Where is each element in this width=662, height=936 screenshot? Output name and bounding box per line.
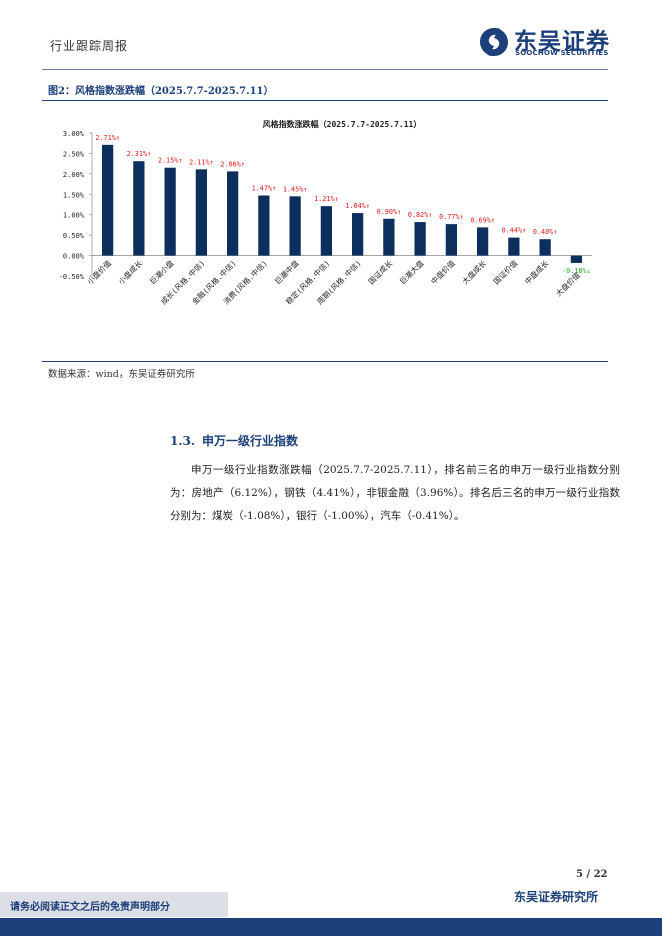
data-label: 0.69%↑ (470, 216, 495, 224)
x-category-label: 巨潮中盘 (272, 258, 301, 287)
footer-institute: 东吴证券研究所 (514, 890, 599, 904)
section-body-paragraph: 申万一级行业指数涨跌幅（2025.7.7-2025.7.11），排名前三名的申万… (170, 464, 620, 522)
bar (258, 195, 270, 256)
x-category-label: 巨潮大盘 (397, 258, 426, 287)
company-logo: 东吴证券 SOOCHOW SECURITIES (478, 24, 618, 60)
page-number: 5 / 22 (576, 869, 608, 880)
bar (164, 167, 176, 256)
bar (383, 218, 395, 256)
data-label: 0.40%↑ (533, 228, 558, 236)
logo-english-name: SOOCHOW SECURITIES (515, 49, 609, 57)
data-label: 1.47%↑ (252, 185, 277, 193)
data-label: 2.31%↑ (127, 150, 152, 158)
bar (352, 213, 364, 256)
disclaimer-text: 请务必阅读正文之后的免责声明部分 (10, 902, 170, 913)
y-tick-label: 3.00% (63, 130, 85, 138)
x-category-label: 中盘成长 (522, 258, 551, 287)
bar (445, 224, 457, 256)
bar (477, 227, 489, 256)
data-label: 2.11%↑ (189, 158, 214, 166)
figure-bottom-divider (42, 361, 608, 362)
figure-source: 数据来源：wind，东吴证券研究所 (48, 369, 195, 380)
x-category-label: 国证成长 (366, 258, 395, 287)
report-type-label: 行业跟踪周报 (50, 39, 129, 53)
bar (414, 222, 426, 256)
bar (133, 161, 145, 256)
data-label: 0.90%↑ (377, 208, 402, 216)
section-heading: 1.3. 申万一级行业指数 (170, 432, 298, 449)
y-tick-label: 1.00% (63, 212, 85, 220)
data-label: 2.71%↑ (95, 134, 120, 142)
x-category-label: 中盘价值 (429, 258, 458, 287)
y-tick-label: 1.50% (63, 191, 85, 199)
bar (195, 169, 207, 256)
data-label: 0.44%↑ (502, 227, 527, 235)
data-label: 1.04%↑ (345, 202, 370, 210)
data-label: 0.82%↑ (408, 211, 433, 219)
figure-top-divider (42, 100, 608, 101)
y-tick-label: 0.00% (63, 253, 85, 261)
data-label: 2.06%↑ (220, 160, 245, 168)
y-tick-label: -0.50% (59, 273, 85, 281)
bar (539, 239, 551, 256)
x-category-label: 小盘价值 (85, 258, 114, 287)
bar (102, 144, 114, 256)
y-tick-label: 2.00% (63, 171, 85, 179)
x-category-label: 小盘成长 (116, 258, 145, 287)
x-category-label: 大盘成长 (460, 258, 489, 287)
bar (320, 206, 332, 256)
data-label: 1.21%↑ (314, 195, 339, 203)
x-category-label: 国证价值 (491, 258, 520, 287)
data-label: -0.18%↓ (562, 267, 591, 275)
logo-chinese-name: 东吴证券 (514, 29, 610, 55)
bar (570, 255, 582, 263)
data-label: 1.45%↑ (283, 185, 308, 193)
section-title: 申万一级行业指数 (202, 434, 299, 448)
section-number: 1.3. (170, 434, 196, 448)
chart-title: 风格指数涨跌幅（2025.7.7-2025.7.11） (263, 119, 422, 129)
soochow-logo-icon (480, 28, 508, 56)
header-divider (42, 69, 608, 70)
footer-band (0, 918, 662, 936)
x-category-label: 巨潮小盘 (147, 258, 176, 287)
data-label: 0.77%↑ (439, 213, 464, 221)
disclaimer-banner: 请务必阅读正文之后的免责声明部分 (0, 892, 228, 917)
bar (227, 171, 239, 256)
bar (508, 237, 520, 256)
bar (289, 196, 301, 256)
data-label: 2.15%↑ (158, 157, 183, 165)
style-index-bar-chart: 风格指数涨跌幅（2025.7.7-2025.7.11） 3.00% 2.50% 2.0… (59, 119, 592, 306)
figure-caption: 图2：风格指数涨跌幅（2025.7.7-2025.7.11） (48, 86, 274, 97)
y-tick-label: 2.50% (63, 150, 85, 158)
y-tick-label: 0.50% (63, 232, 85, 240)
